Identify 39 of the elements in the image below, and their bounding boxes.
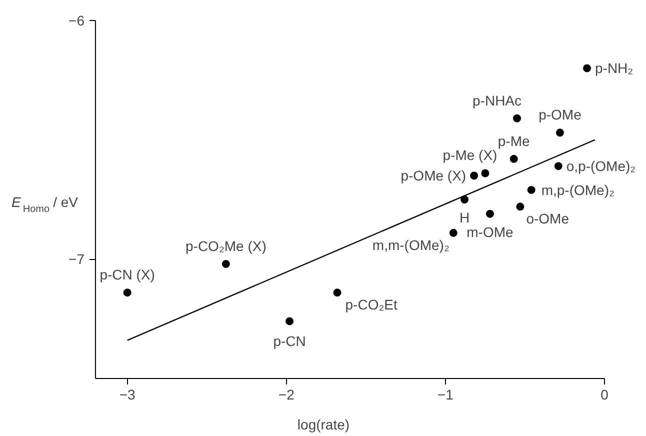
- y-tick-label: −7: [68, 251, 85, 268]
- point: [333, 288, 342, 297]
- point: [449, 228, 458, 237]
- annotation: o,p-(OMe)₂: [566, 158, 636, 174]
- point: [513, 114, 522, 122]
- annotation: p-CO₂Et: [345, 296, 398, 313]
- x-axis-title: log(rate): [297, 416, 350, 432]
- annotation: o-OMe: [526, 210, 570, 227]
- annotation: m-OMe: [466, 224, 514, 240]
- point: [527, 186, 536, 194]
- x-tick-label: −2: [278, 386, 295, 402]
- annotation: p-CO₂Me (X): [185, 238, 266, 254]
- annotation: H: [459, 210, 470, 226]
- annotation: p-Me: [498, 132, 530, 149]
- x-tick-label: 0: [600, 386, 609, 402]
- point: [470, 172, 478, 180]
- point: [123, 288, 132, 297]
- x-tick-label: −3: [119, 386, 136, 402]
- annotation: p-OMe (X): [400, 168, 466, 184]
- annotation: p-CN: [273, 333, 306, 350]
- annotation: p-NH₂: [595, 60, 634, 76]
- point: [510, 154, 518, 163]
- point: [486, 210, 494, 218]
- annotation: p-CN (X): [100, 266, 155, 283]
- point: [554, 162, 562, 170]
- point: [583, 64, 592, 72]
- point: [222, 260, 230, 268]
- point: [516, 202, 524, 211]
- x-tick-label: −1: [437, 386, 454, 402]
- point: [481, 169, 490, 178]
- annotation: p-NHAc: [472, 92, 522, 108]
- annotation: m,p-(OMe)₂: [541, 182, 614, 198]
- annotation: p-OMe: [538, 106, 582, 123]
- annotation: m,m-(OMe)₂: [372, 236, 450, 253]
- annotation: p-Me (X): [442, 147, 498, 164]
- point: [556, 128, 564, 137]
- point: [286, 317, 294, 326]
- y-tick-label: −6: [68, 12, 85, 28]
- point: [460, 196, 469, 204]
